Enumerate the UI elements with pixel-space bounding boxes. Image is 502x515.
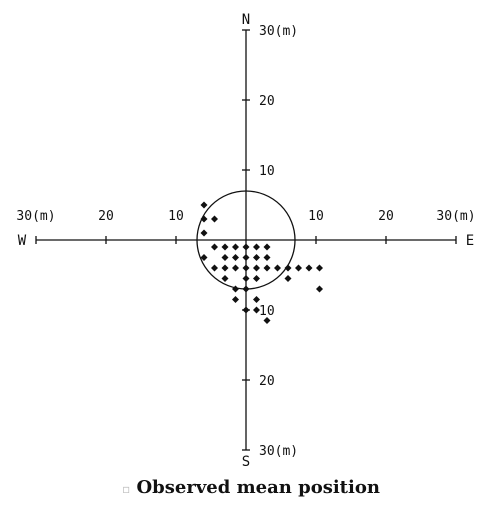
observation-point bbox=[242, 285, 250, 293]
observation-point bbox=[232, 285, 239, 293]
observation-point bbox=[200, 254, 208, 261]
observation-point bbox=[295, 264, 302, 272]
observation-point bbox=[221, 275, 229, 282]
observation-point bbox=[253, 243, 260, 251]
observation-point bbox=[284, 275, 292, 282]
observation-point bbox=[242, 264, 250, 272]
observation-point bbox=[253, 306, 260, 314]
observation-point bbox=[242, 254, 250, 261]
axis-tick-labels: 30(m) 20 10 10 20 30(m) 30(m) 20 10 10 20 30(m) bbox=[16, 24, 475, 459]
observation-point bbox=[253, 296, 260, 303]
observation-point bbox=[242, 275, 250, 282]
observation-point bbox=[242, 306, 250, 314]
x-tick-label: 30(m) bbox=[16, 209, 55, 224]
observation-point bbox=[221, 264, 229, 272]
observation-point bbox=[232, 243, 239, 251]
y-tick-label: 20 bbox=[259, 94, 275, 109]
observation-point bbox=[253, 275, 260, 282]
observation-points bbox=[200, 201, 323, 324]
observation-point bbox=[263, 317, 271, 324]
observation-point bbox=[263, 243, 271, 251]
observation-point bbox=[211, 215, 218, 223]
observation-point bbox=[253, 264, 260, 272]
observation-point bbox=[232, 296, 239, 303]
observation-point bbox=[316, 285, 323, 293]
observation-point bbox=[305, 264, 313, 272]
caption-bullet-icon: ▫ bbox=[122, 482, 131, 496]
chart-caption: ▫ Observed mean position bbox=[0, 477, 502, 498]
y-tick-label: 10 bbox=[259, 164, 275, 179]
observation-point bbox=[263, 254, 271, 261]
y-tick-label: 30(m) bbox=[259, 444, 298, 459]
direction-north-label: N bbox=[242, 12, 250, 28]
observation-point bbox=[200, 201, 208, 209]
y-tick-label: 20 bbox=[259, 374, 275, 389]
direction-east-label: E bbox=[466, 233, 474, 249]
observation-point bbox=[232, 254, 239, 261]
x-tick-label: 30(m) bbox=[436, 209, 475, 224]
x-tick-label: 10 bbox=[168, 209, 184, 224]
x-tick-label: 20 bbox=[98, 209, 114, 224]
observation-point bbox=[274, 264, 281, 272]
x-tick-label: 10 bbox=[308, 209, 324, 224]
direction-west-label: W bbox=[18, 233, 27, 249]
caption-text: Observed mean position bbox=[136, 477, 380, 498]
observation-point bbox=[200, 229, 208, 237]
observation-point bbox=[242, 243, 250, 251]
observation-point bbox=[263, 264, 271, 272]
observation-point bbox=[253, 254, 260, 261]
observation-point bbox=[200, 215, 208, 223]
observation-point bbox=[284, 264, 292, 272]
observation-point bbox=[211, 264, 218, 272]
x-tick-label: 20 bbox=[378, 209, 394, 224]
y-tick-label: 30(m) bbox=[259, 24, 298, 39]
y-tick-label: 10 bbox=[259, 304, 275, 319]
observation-point bbox=[221, 243, 229, 251]
direction-south-label: S bbox=[242, 454, 250, 470]
observation-point bbox=[211, 243, 218, 251]
observation-point bbox=[316, 264, 323, 272]
observation-point bbox=[221, 254, 229, 261]
observation-point bbox=[232, 264, 239, 272]
